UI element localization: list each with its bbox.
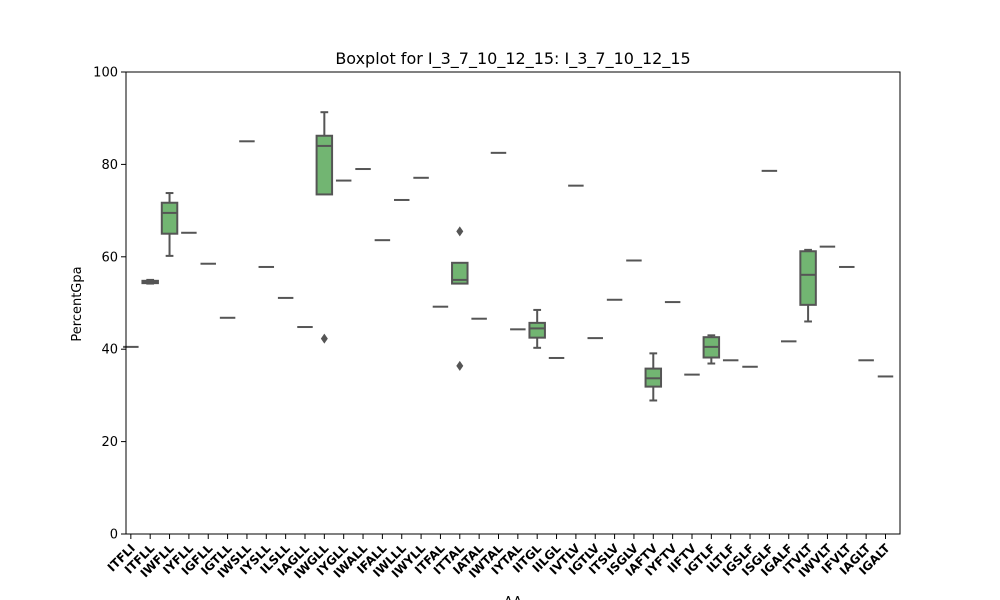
- outlier-point: [320, 333, 328, 344]
- outlier-point: [456, 360, 464, 371]
- box-IITGL: [528, 308, 546, 349]
- y-tick-label: 40: [101, 343, 118, 358]
- y-tick-label: 60: [101, 250, 118, 265]
- box-ITVLT: [799, 248, 817, 323]
- outlier-point: [456, 226, 464, 237]
- iqr-box: [160, 201, 179, 235]
- x-axis-label: AA: [504, 595, 522, 600]
- iqr-box: [528, 321, 546, 339]
- box-series: [123, 111, 894, 402]
- box-ITTAL: [451, 226, 469, 371]
- y-tick-label: 0: [110, 528, 118, 543]
- box-IWGLL: [315, 111, 334, 344]
- iqr-box: [451, 261, 469, 285]
- y-tick-label: 100: [93, 66, 118, 81]
- y-tick-label: 80: [101, 158, 118, 173]
- box-IGTLF: [702, 334, 721, 365]
- iqr-box: [799, 250, 817, 306]
- box-ITFLL: [141, 278, 159, 285]
- chart-title: Boxplot for I_3_7_10_12_15: I_3_7_10_12_…: [335, 49, 690, 69]
- plot-frame: [125, 71, 901, 535]
- y-axis-label: PercentGpa: [70, 266, 85, 341]
- y-tick-label: 20: [101, 435, 118, 450]
- box-IAFTV: [644, 352, 663, 402]
- box-IWFLL: [160, 192, 179, 257]
- iqr-box: [315, 134, 334, 196]
- y-axis-ticks: 0 20 40 60 80 100: [93, 66, 126, 543]
